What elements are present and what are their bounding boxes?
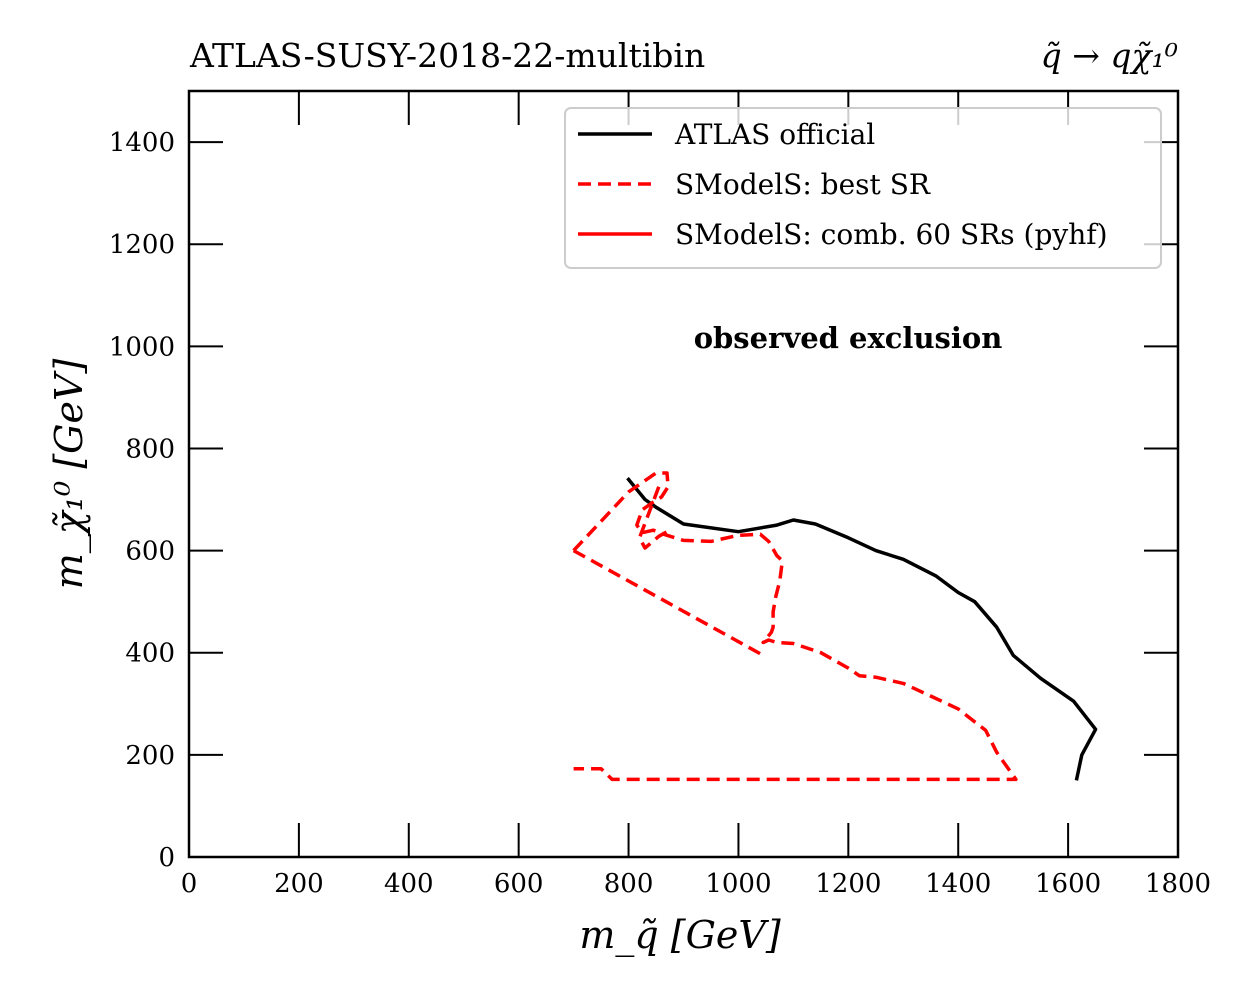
- chart-title: ATLAS-SUSY-2018-22-multibin: [190, 36, 706, 75]
- legend-label: ATLAS official: [674, 118, 875, 151]
- x-tick-label: 0: [181, 869, 198, 899]
- y-tick-label: 1200: [109, 230, 175, 260]
- series-line-atlas-official: [626, 476, 1098, 781]
- y-tick-label: 400: [125, 639, 175, 669]
- x-tick-label: 600: [494, 869, 544, 899]
- x-tick-label: 1600: [1035, 869, 1101, 899]
- series-line-segment-3: [572, 549, 762, 656]
- y-tick-label: 200: [125, 741, 175, 771]
- series-layer: [572, 471, 1098, 782]
- legend-items: ATLAS official SModelS: best SR SModelS: c…: [578, 118, 1108, 251]
- legend-label: SModelS: comb. 60 SRs (pyhf): [675, 218, 1108, 251]
- y-tick-label: 0: [158, 843, 175, 873]
- series-line-segment-4: [637, 486, 671, 550]
- y-tick-label: 1000: [109, 332, 175, 362]
- annotation-observed-exclusion: observed exclusion: [694, 321, 1003, 355]
- x-tick-label: 200: [274, 869, 324, 899]
- x-tick-label: 400: [384, 869, 434, 899]
- x-tick-label: 1800: [1145, 869, 1211, 899]
- x-tick-label: 1000: [705, 869, 771, 899]
- legend: ATLAS official SModelS: best SR SModelS: c…: [564, 107, 1162, 269]
- legend-frame: [564, 107, 1162, 269]
- x-tick-label: 1400: [925, 869, 991, 899]
- x-tick-label: 800: [604, 869, 654, 899]
- x-axis-label: m_q̃ [GeV]: [579, 913, 781, 958]
- x-tick-label: 1200: [815, 869, 881, 899]
- legend-label: SModelS: best SR: [675, 168, 931, 201]
- y-tick-label: 600: [125, 537, 175, 567]
- y-tick-label: 800: [125, 434, 175, 464]
- plot-frame: [187, 89, 1180, 859]
- chart-subtitle: q̃ → qχ̃₁⁰: [1040, 36, 1178, 75]
- y-tick-label: 1400: [109, 128, 175, 158]
- y-axis-label: m_χ̃₁⁰ [GeV]: [47, 359, 92, 590]
- ticks-layer: 0 200 400 600 800 1000 1200 1400 1600 1800 0 200 400…: [109, 91, 1211, 899]
- series-line-smodels-best-sr: [572, 471, 1018, 782]
